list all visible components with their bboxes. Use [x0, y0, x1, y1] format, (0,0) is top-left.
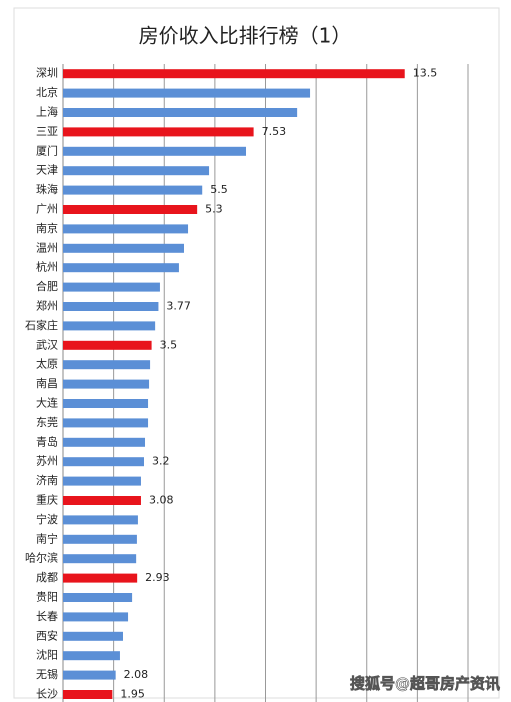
- y-tick-label: 合肥: [36, 279, 58, 293]
- bar: [63, 515, 138, 525]
- y-tick-label: 广州: [36, 203, 58, 216]
- data-label: 5.3: [205, 203, 223, 216]
- y-tick-label: 上海: [36, 105, 58, 119]
- y-tick-label: 武汉: [36, 338, 58, 351]
- y-tick-label: 长沙: [36, 688, 58, 701]
- y-tick-label: 无锡: [36, 667, 58, 681]
- bar: [63, 418, 149, 428]
- bar: [63, 593, 133, 602]
- bar: [63, 282, 160, 292]
- data-label: 5.5: [210, 183, 228, 196]
- y-tick-label: 沈阳: [36, 648, 58, 662]
- bar: [63, 437, 146, 447]
- y-tick-label: 三亚: [36, 125, 58, 138]
- bar: [63, 108, 298, 117]
- bar: [63, 476, 141, 486]
- bar: [63, 690, 113, 699]
- data-label: 13.5: [413, 67, 438, 80]
- bar: [63, 379, 150, 389]
- bar: [63, 88, 311, 98]
- y-tick-label: 杭州: [36, 260, 58, 274]
- chart-title: 房价收入比排行榜（1）: [139, 24, 352, 48]
- bar: [63, 243, 184, 253]
- data-label: 3.77: [166, 300, 191, 313]
- bar: [63, 496, 141, 505]
- bar: [63, 651, 120, 661]
- y-tick-label: 北京: [36, 85, 58, 99]
- bar: [63, 263, 179, 273]
- y-tick-label: 郑州: [36, 299, 58, 313]
- y-tick-label: 青岛: [36, 434, 58, 448]
- watermark: 搜狐号@超哥房产资讯: [350, 675, 500, 693]
- bar: [63, 185, 203, 195]
- y-tick-label: 西安: [36, 628, 58, 642]
- data-label: 3.08: [149, 494, 174, 507]
- y-tick-label: 天津: [36, 164, 58, 177]
- y-tick-label: 哈尔滨: [25, 551, 58, 565]
- y-tick-label: 济南: [36, 473, 58, 487]
- data-label: 7.53: [262, 125, 287, 138]
- data-label: 1.95: [120, 688, 145, 701]
- bar: [63, 205, 198, 214]
- bar: [63, 554, 137, 564]
- y-tick-label: 南京: [36, 221, 58, 235]
- bar: [63, 321, 156, 331]
- bar: [63, 340, 152, 350]
- y-tick-label: 东莞: [36, 416, 58, 429]
- y-tick-label: 南昌: [36, 377, 58, 390]
- data-label: 3.5: [160, 338, 178, 351]
- bar: [63, 457, 144, 467]
- bar: [63, 302, 159, 311]
- y-tick-label: 重庆: [36, 493, 58, 507]
- bar: [63, 127, 254, 137]
- bar: [63, 573, 138, 583]
- bar: [63, 612, 129, 622]
- y-tick-label: 深圳: [36, 67, 58, 80]
- data-label: 2.08: [124, 668, 148, 681]
- bar: [63, 69, 405, 79]
- y-tick-label: 宁波: [36, 512, 58, 526]
- y-tick-label: 太原: [36, 358, 58, 371]
- y-tick-label: 珠海: [36, 182, 58, 196]
- y-tick-label: 苏州: [36, 455, 58, 468]
- bar: [63, 670, 116, 680]
- y-tick-label: 大连: [36, 396, 58, 410]
- y-tick-label: 成都: [36, 571, 58, 584]
- bar: [63, 360, 151, 370]
- y-tick-label: 厦门: [36, 143, 58, 157]
- y-tick-label: 温州: [36, 241, 58, 254]
- data-label: 3.2: [152, 455, 170, 468]
- y-tick-label: 石家庄: [25, 318, 58, 332]
- bar: [63, 399, 149, 408]
- bar: [63, 224, 189, 234]
- y-tick-label: 南宁: [36, 531, 58, 545]
- bar: [63, 166, 210, 176]
- chart-frame: [13, 7, 500, 699]
- bar: [63, 534, 137, 544]
- y-tick-label: 长春: [36, 610, 58, 623]
- bar: [63, 631, 123, 641]
- bar: [63, 146, 247, 156]
- data-label: 2.93: [145, 571, 170, 584]
- y-tick-label: 贵阳: [36, 591, 58, 604]
